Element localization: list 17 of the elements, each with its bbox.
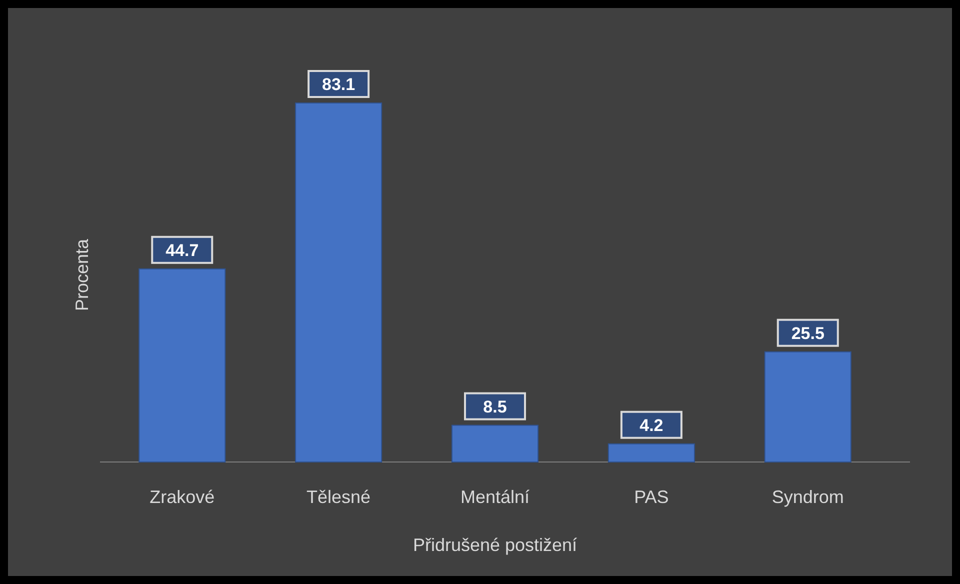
x-tick-label: Tělesné bbox=[306, 487, 371, 507]
data-label: 44.7 bbox=[166, 240, 199, 260]
bar bbox=[608, 443, 695, 462]
data-label: 25.5 bbox=[791, 324, 824, 343]
data-label: 83.1 bbox=[322, 75, 356, 94]
bar bbox=[764, 351, 852, 462]
data-label: 4.2 bbox=[640, 416, 664, 435]
x-tick-label: Mentální bbox=[460, 487, 530, 507]
x-tick-label: Syndrom bbox=[772, 487, 844, 507]
x-axis-title: Přidrušené postižení bbox=[412, 535, 578, 555]
data-label: 8.5 bbox=[483, 397, 507, 416]
bar bbox=[138, 268, 226, 462]
bar bbox=[295, 102, 382, 462]
x-tick-label: PAS bbox=[634, 487, 669, 507]
bar bbox=[451, 424, 539, 462]
y-axis-title: Procenta bbox=[72, 238, 92, 312]
x-tick-label: Zrakové bbox=[150, 487, 215, 507]
